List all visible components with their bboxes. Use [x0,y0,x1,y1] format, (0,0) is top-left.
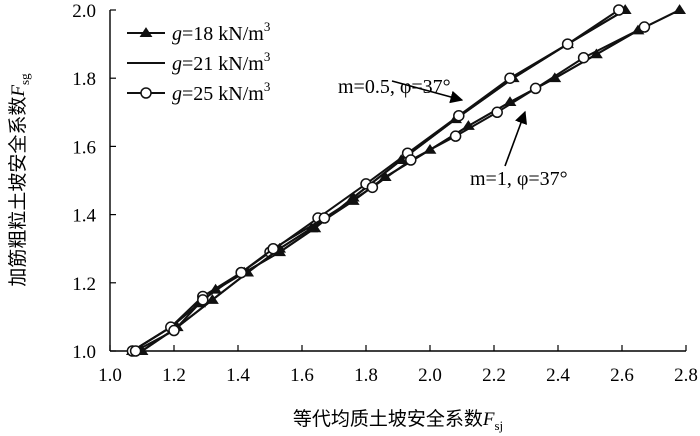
data-point-circle [561,38,574,50]
data-point-circle [613,4,625,16]
y-tick-label: 1.4 [72,206,96,227]
axes [109,10,686,352]
data-point-circle [491,106,503,119]
legend-label: g=18 kN/m3 [172,19,270,45]
data-point-circle [449,130,462,142]
x-tick-label: 1.8 [354,365,378,386]
y-ticks: 1.0 1.2 1.4 1.6 1.8 2.0 [72,1,116,363]
legend-superscript: 3 [264,49,271,64]
annotation-m=0.5: m=0.5, φ=37° [338,76,464,104]
x-ticks: 1.0 1.2 1.4 1.6 1.8 2.0 2.2 2.4 2.6 2.8 [98,345,698,386]
x-axis-title-text: 等代均质土坡安全系数 [293,408,483,430]
data-point-circle [197,294,209,306]
legend-text: =21 kN/m [182,53,264,75]
data-point-circle [318,212,331,224]
data-point-circle [129,345,142,357]
x-tick-label: 1.6 [290,365,314,386]
y-axis-title-symbol: F [8,85,29,98]
annotation-arrow [504,110,528,167]
data-point-circle [577,51,590,64]
legend-marker-circle [140,87,152,99]
x-axis-title: 等代均质土坡安全系数Fsj [293,408,503,433]
series-m=1-circle [129,21,651,357]
x-tick-label: 2.0 [418,365,442,386]
x-tick-label: 2.8 [674,365,698,386]
annotations: m=0.5, φ=37° m=1, φ=37° [338,76,568,190]
data-point-circle [366,181,379,194]
legend-item: g=21 kN/m3 [127,49,270,75]
x-tick-label: 1.4 [226,365,250,386]
y-tick-label: 1.0 [72,342,96,363]
legend-symbol: g [172,23,182,45]
y-tick-label: 1.8 [72,69,96,90]
legend-marker-triangle [139,27,153,37]
y-tick-label: 2.0 [72,1,96,22]
annotation-label: m=1, φ=37° [470,168,568,190]
legend-item: g=18 kN/m3 [127,19,270,45]
x-tick-label: 1.2 [162,365,186,386]
legend-item: g=25 kN/m3 [127,79,270,105]
x-tick-label: 2.2 [482,365,506,386]
data-point-circle [235,266,247,279]
legend-superscript: 3 [264,79,271,94]
data-point-circle [267,242,279,255]
data-point-circle [405,154,417,166]
x-tick-label: 2.4 [546,365,570,386]
x-axis-title-symbol: F [482,409,495,430]
data-point-circle [504,72,516,84]
x-axis-title-subscript: sj [494,418,503,433]
data-point-circle [453,109,465,122]
legend-text: =18 kN/m [182,23,264,45]
x-tick-label: 1.0 [98,365,122,386]
y-tick-label: 1.6 [72,137,96,158]
y-axis-title-subscript: sg [17,73,32,85]
legend-symbol: g [172,53,182,75]
annotation-m=1: m=1, φ=37° [470,110,568,190]
annotation-label: m=0.5, φ=37° [338,76,451,98]
y-axis-title: 加筋粗粒土坡安全系数Fsg [7,73,32,287]
legend-superscript: 3 [264,19,271,34]
legend-symbol: g [172,83,182,105]
annotation-arrow [391,80,464,104]
legend-label: g=21 kN/m3 [172,49,270,75]
series-layer [125,4,687,357]
data-point-circle [168,324,180,337]
y-axis-title-text: 加筋粗粒土坡安全系数 [7,97,29,287]
legend-label: g=25 kN/m3 [172,79,270,105]
legend-text: =25 kN/m [182,83,264,105]
data-point-circle [638,21,651,33]
y-tick-label: 1.2 [72,274,96,295]
legend: g=18 kN/m3g=21 kN/m3g=25 kN/m3 [127,19,270,105]
data-point-circle [529,82,542,95]
x-tick-label: 2.6 [610,365,634,386]
